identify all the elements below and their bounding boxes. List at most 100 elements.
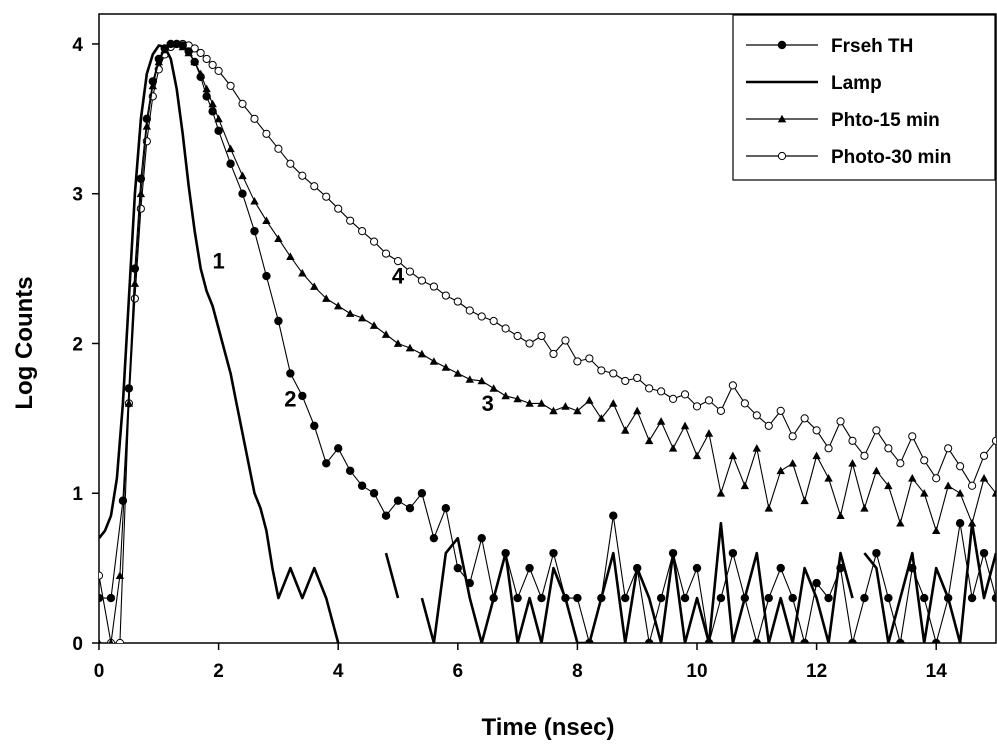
data-point (693, 403, 700, 410)
data-point (777, 467, 785, 475)
data-point (753, 412, 760, 419)
data-point (430, 283, 437, 290)
data-point (789, 433, 796, 440)
data-point (382, 330, 390, 338)
data-point (263, 130, 270, 137)
data-point (896, 639, 904, 647)
legend-marker (778, 152, 785, 159)
data-point (549, 407, 557, 415)
data-point (609, 399, 617, 407)
data-point (765, 594, 773, 602)
data-point (95, 594, 103, 602)
data-point (848, 639, 856, 647)
data-point (418, 277, 425, 284)
data-point (197, 49, 204, 56)
x-tick-label: 14 (926, 661, 948, 682)
data-point (944, 482, 952, 490)
data-point (525, 564, 533, 572)
data-point (442, 363, 450, 371)
data-point (370, 321, 378, 329)
x-axis-title: Time (nsec) (482, 714, 615, 741)
data-point (872, 467, 880, 475)
data-point (561, 402, 569, 410)
data-point (226, 160, 234, 168)
data-point (370, 238, 377, 245)
data-point (143, 115, 151, 123)
data-point (705, 397, 712, 404)
legend-label: Lamp (831, 73, 882, 94)
data-point (920, 594, 928, 602)
data-point (406, 344, 414, 352)
curve-label-2: 2 (284, 386, 296, 411)
data-point (873, 427, 880, 434)
data-point (203, 55, 210, 62)
data-point (125, 384, 133, 392)
data-point (274, 234, 282, 242)
data-point (227, 82, 234, 89)
data-point (537, 594, 545, 602)
data-point (490, 317, 497, 324)
data-point (909, 433, 916, 440)
y-tick-label: 0 (72, 634, 83, 655)
data-point (298, 392, 306, 400)
data-point (621, 426, 629, 434)
data-point (322, 459, 330, 467)
data-point (945, 445, 952, 452)
data-point (633, 407, 641, 415)
legend-label: Frseh TH (831, 36, 913, 57)
data-point (370, 489, 378, 497)
data-point (442, 292, 449, 299)
data-point (657, 417, 665, 425)
data-point (137, 175, 145, 183)
data-point (669, 444, 677, 452)
data-point (933, 475, 940, 482)
data-point (585, 396, 593, 404)
data-point (406, 268, 413, 275)
data-point (693, 452, 701, 460)
data-point (208, 107, 216, 115)
data-point (347, 217, 354, 224)
data-point (502, 325, 509, 332)
data-point (800, 497, 808, 505)
data-point (824, 594, 832, 602)
data-point (430, 534, 438, 542)
data-point (980, 452, 987, 459)
data-point (658, 388, 665, 395)
data-point (717, 594, 725, 602)
data-point (861, 452, 868, 459)
data-point (825, 445, 832, 452)
data-point (765, 422, 772, 429)
legend-label: Photo-30 min (831, 147, 951, 168)
data-point (442, 504, 450, 512)
data-point (980, 474, 988, 482)
data-point (262, 272, 270, 280)
data-point (800, 639, 808, 647)
data-point (478, 534, 486, 542)
data-point (574, 358, 581, 365)
data-point (849, 437, 856, 444)
data-point (586, 355, 593, 362)
data-point (610, 370, 617, 377)
data-point (131, 295, 138, 302)
legend-marker (778, 41, 786, 49)
data-point (131, 279, 139, 287)
data-point (598, 367, 605, 374)
data-point (514, 332, 521, 339)
data-point (562, 337, 569, 344)
data-point (418, 489, 426, 497)
data-point (573, 594, 581, 602)
data-point (274, 317, 282, 325)
data-point (921, 457, 928, 464)
data-point (956, 519, 964, 527)
data-point (837, 418, 844, 425)
data-point (622, 377, 629, 384)
data-point (116, 639, 123, 646)
data-point (717, 489, 725, 497)
data-point (908, 474, 916, 482)
y-tick-label: 3 (72, 185, 83, 206)
data-point (298, 269, 306, 277)
data-point (538, 332, 545, 339)
data-point (729, 549, 737, 557)
data-point (860, 504, 868, 512)
